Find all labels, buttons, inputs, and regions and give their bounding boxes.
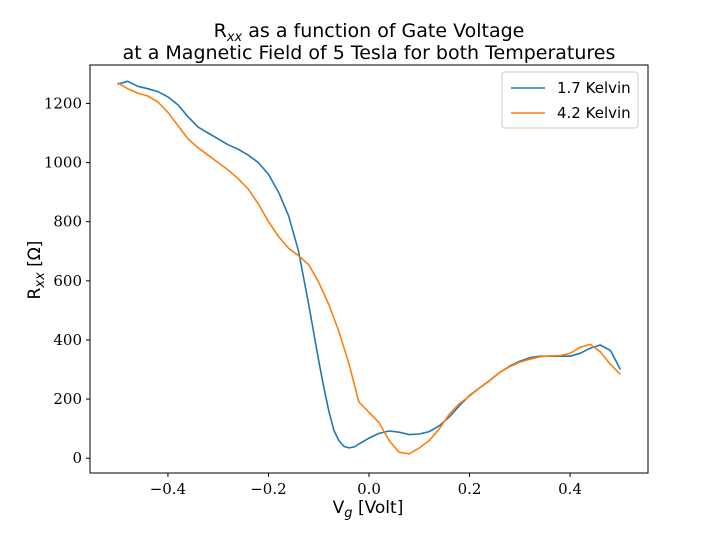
y-tick-label: 600 [53,272,82,290]
x-axis-label: Vg [Volt] [333,498,404,521]
series-line-2 [117,82,621,455]
legend-box [501,71,639,129]
series-line-1 [117,80,622,449]
x-tick-label: −0.4 [150,480,186,498]
y-tick-label: 1200 [44,94,82,112]
plot-area: −0.4 −0.2 0.0 0.2 0.4 0 200 400 600 800 1000 1200 1.… [44,64,649,498]
y-tick-label: 400 [53,331,82,349]
legend-label-2: 4.2 Kelvin [557,104,631,122]
x-tick-label: 0.2 [458,480,482,498]
y-tick-label: 0 [72,449,82,467]
chart-title-line1: Rxx as a function of Gate Voltage [214,20,525,45]
x-tick-label: 0.0 [357,480,381,498]
legend-label-1: 1.7 Kelvin [557,79,631,97]
y-tick-label: 200 [53,390,82,408]
chart-title-line2: at a Magnetic Field of 5 Tesla for both … [123,42,616,64]
y-tick-label: 1000 [44,154,82,172]
x-tick-label: −0.2 [250,480,286,498]
y-axis-label: Rxx [Ω] [25,241,48,300]
x-tick-label: 0.4 [558,480,582,498]
y-tick-label: 800 [53,213,82,231]
